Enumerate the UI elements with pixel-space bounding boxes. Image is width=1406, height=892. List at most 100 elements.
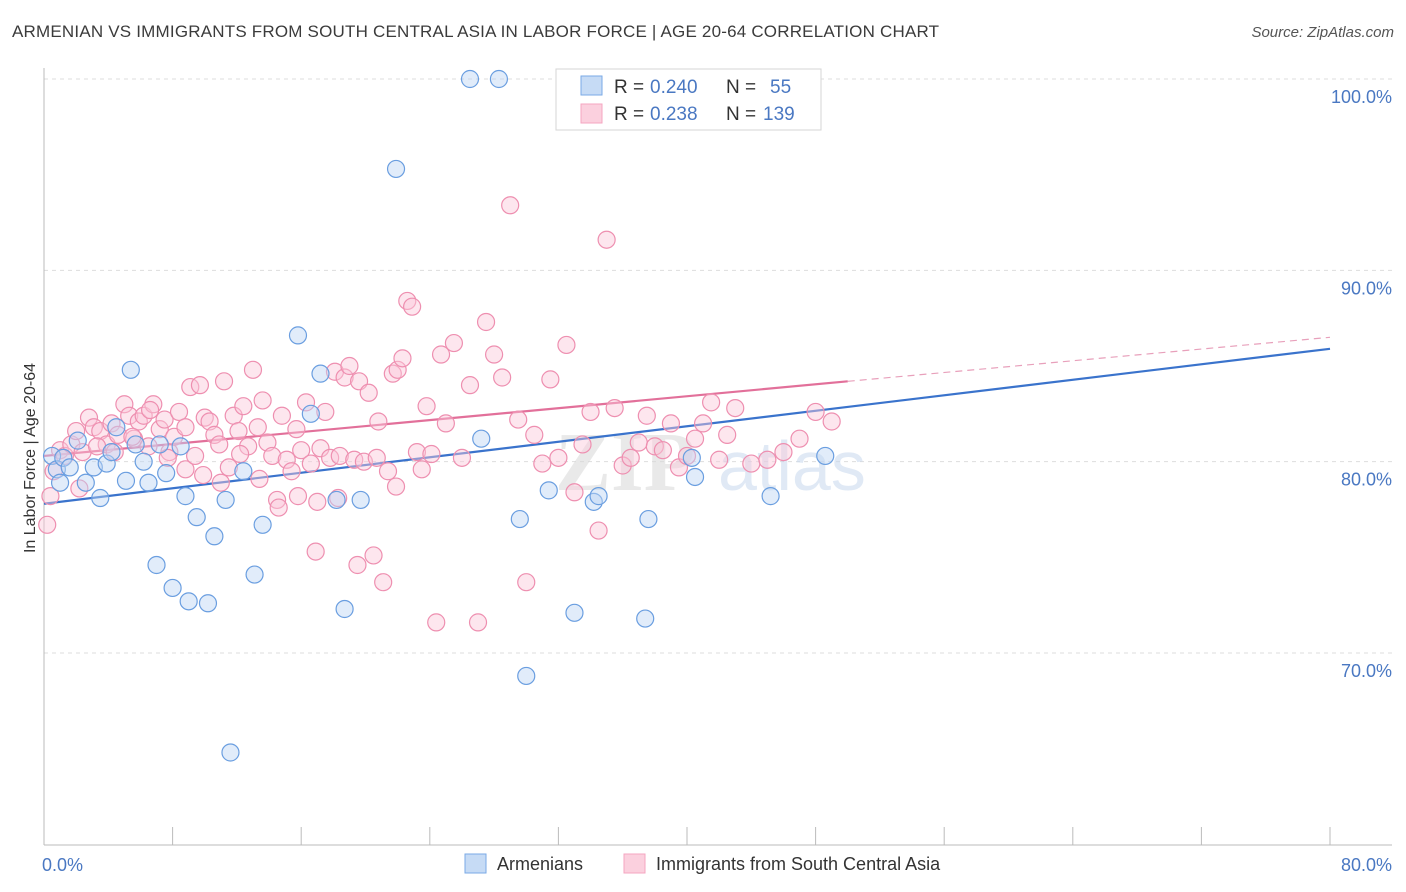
armenians-point-42 bbox=[510, 509, 529, 529]
armenians-point-53 bbox=[761, 487, 780, 506]
immigrants-point-114 bbox=[710, 450, 729, 469]
immigrants-point-104 bbox=[629, 433, 648, 452]
armenians-point-13 bbox=[121, 360, 140, 379]
immigrants-point-118 bbox=[758, 450, 777, 469]
immigrants-point-54 bbox=[311, 439, 330, 458]
armenians-point-34 bbox=[311, 364, 330, 383]
immigrants-point-115 bbox=[718, 425, 737, 444]
immigrants-point-82 bbox=[452, 448, 472, 467]
armenians-point-24 bbox=[187, 508, 206, 527]
armenians-point-21 bbox=[171, 437, 190, 456]
immigrants-point-46 bbox=[272, 406, 292, 425]
armenians-point-54 bbox=[816, 446, 835, 466]
immigrants-point-17 bbox=[129, 412, 148, 431]
immigrants-point-64 bbox=[359, 383, 378, 402]
immigrants-point-129 bbox=[176, 418, 195, 437]
armenians-point-0 bbox=[42, 446, 62, 466]
immigrants-point-138 bbox=[348, 555, 367, 575]
immigrants-point-134 bbox=[269, 498, 288, 517]
immigrants-point-135 bbox=[288, 487, 308, 506]
immigrants-point-37 bbox=[229, 421, 248, 441]
armenians-point-23 bbox=[179, 592, 198, 611]
immigrants-point-60 bbox=[340, 356, 359, 376]
armenians-point-35 bbox=[327, 490, 346, 510]
grid-lines bbox=[44, 78, 1392, 654]
immigrants-point-86 bbox=[485, 345, 504, 364]
immigrants-point-98 bbox=[581, 402, 600, 422]
immigrants-point-73 bbox=[403, 297, 422, 316]
trend-line-armenians bbox=[43, 347, 1331, 505]
immigrants-point-131 bbox=[211, 473, 230, 492]
armenians-point-4 bbox=[60, 458, 79, 477]
y-tick-label-2: 90.0% bbox=[1341, 278, 1392, 298]
legend-immigrants-r-label: R = bbox=[614, 104, 644, 125]
immigrants-point-97 bbox=[573, 435, 592, 454]
immigrants-point-83 bbox=[460, 376, 480, 395]
immigrants-point-1 bbox=[41, 487, 60, 506]
armenians-point-31 bbox=[253, 515, 272, 534]
source-credit: Source: ZipAtlas.com bbox=[1251, 24, 1394, 41]
bottom-legend-armenians-label: Armenians bbox=[497, 854, 583, 874]
legend-armenians-swatch bbox=[580, 75, 603, 96]
immigrants-point-77 bbox=[422, 444, 441, 464]
immigrants-point-99 bbox=[589, 521, 608, 540]
immigrants-point-96 bbox=[565, 483, 584, 502]
immigrants-point-78 bbox=[427, 613, 446, 632]
immigrants-point-107 bbox=[653, 441, 672, 460]
chart-title: ARMENIAN VS IMMIGRANTS FROM SOUTH CENTRA… bbox=[12, 22, 940, 41]
armenians-point-39 bbox=[460, 69, 480, 89]
immigrants-point-95 bbox=[557, 335, 576, 355]
immigrants-point-76 bbox=[417, 397, 436, 416]
armenians-point-49 bbox=[639, 509, 658, 529]
immigrants-point-8 bbox=[79, 408, 99, 427]
immigrants-point-68 bbox=[378, 462, 398, 481]
y-axis-label: In Labor Force | Age 20-64 bbox=[22, 363, 39, 553]
immigrants-point-113 bbox=[702, 393, 721, 412]
immigrants-point-67 bbox=[374, 573, 393, 592]
armenians-point-51 bbox=[685, 467, 705, 487]
armenians-point-8 bbox=[91, 488, 110, 508]
immigrants-point-105 bbox=[637, 406, 656, 425]
armenians-point-48 bbox=[636, 609, 655, 628]
immigrants-point-44 bbox=[263, 446, 282, 466]
immigrants-point-31 bbox=[200, 412, 219, 431]
immigrants-point-140 bbox=[386, 477, 406, 496]
immigrants-point-47 bbox=[277, 450, 296, 469]
immigrants-point-100 bbox=[597, 230, 616, 249]
armenians-point-2 bbox=[50, 473, 70, 492]
immigrants-point-43 bbox=[258, 433, 277, 452]
immigrants-point-90 bbox=[517, 573, 536, 592]
immigrants-point-21 bbox=[150, 420, 169, 439]
series-armenians-points bbox=[42, 69, 835, 762]
immigrants-point-132 bbox=[231, 444, 250, 464]
y-tick-label-1: 80.0% bbox=[1341, 470, 1392, 490]
armenians-point-19 bbox=[157, 464, 176, 483]
armenians-point-5 bbox=[68, 431, 87, 450]
immigrants-point-88 bbox=[501, 196, 520, 215]
immigrants-point-35 bbox=[219, 458, 238, 477]
armenians-point-41 bbox=[472, 429, 491, 448]
immigrants-point-52 bbox=[301, 454, 320, 473]
armenians-point-9 bbox=[97, 454, 116, 473]
armenians-point-38 bbox=[386, 159, 406, 179]
immigrants-point-121 bbox=[806, 402, 825, 422]
armenians-point-33 bbox=[301, 404, 320, 423]
tick-labels: 70.0% 80.0% 90.0% 100.0% 0.0% 80.0% bbox=[42, 87, 1392, 875]
immigrants-point-111 bbox=[685, 429, 705, 448]
armenians-point-16 bbox=[139, 473, 158, 492]
immigrants-point-116 bbox=[726, 398, 745, 418]
armenians-point-37 bbox=[351, 490, 370, 510]
immigrants-point-42 bbox=[253, 391, 272, 410]
immigrants-point-79 bbox=[431, 345, 451, 364]
armenians-point-32 bbox=[288, 326, 308, 345]
immigrants-point-80 bbox=[436, 414, 455, 433]
immigrants-point-66 bbox=[369, 412, 388, 431]
immigrants-point-133 bbox=[250, 469, 269, 488]
immigrants-point-14 bbox=[115, 395, 134, 414]
immigrants-point-55 bbox=[316, 402, 335, 422]
armenians-point-14 bbox=[126, 435, 145, 454]
immigrants-point-139 bbox=[367, 448, 386, 467]
legend-immigrants-swatch bbox=[580, 103, 603, 124]
series-immigrants-points bbox=[38, 196, 841, 632]
